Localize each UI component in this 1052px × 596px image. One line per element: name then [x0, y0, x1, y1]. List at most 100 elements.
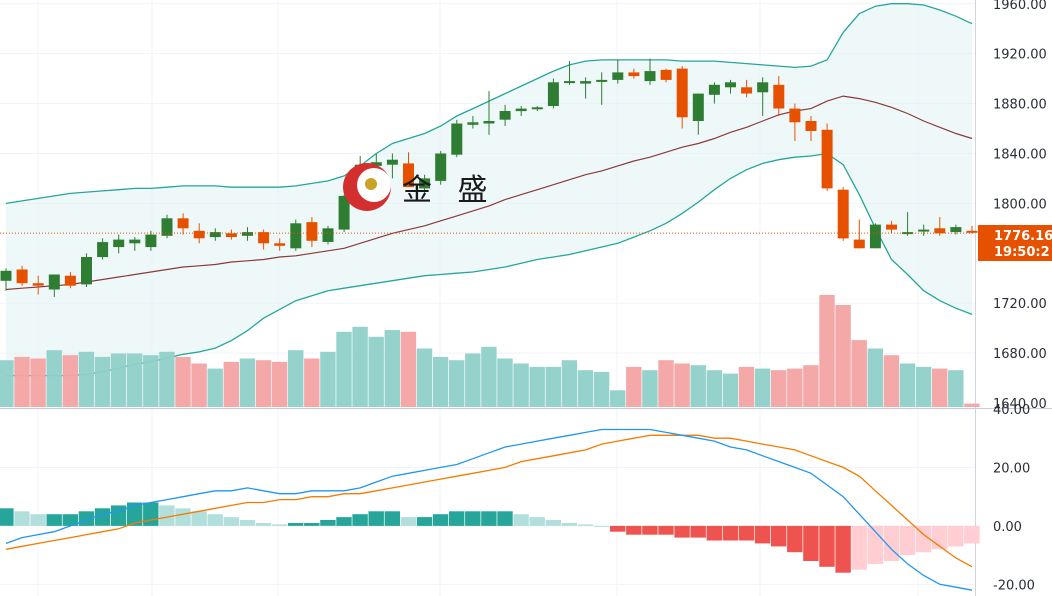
candle-body: [596, 79, 608, 82]
volume-bar: [432, 356, 449, 407]
candle-body: [741, 87, 753, 94]
candle-body: [306, 222, 318, 241]
macd-histogram-bar: [94, 508, 111, 526]
macd-histogram-bar: [110, 505, 127, 526]
candle-body: [612, 72, 624, 80]
candle-body: [145, 234, 157, 248]
volume-bar: [545, 366, 561, 407]
volume-bar: [465, 353, 481, 407]
candle-body: [0, 270, 12, 281]
macd-histogram-bar: [674, 525, 690, 538]
volume-bars: [0, 295, 980, 407]
candle-body: [531, 107, 543, 110]
price-tick-label: 1920.00: [993, 48, 1047, 63]
macd-histogram-bar: [223, 517, 239, 526]
candle-body: [48, 274, 60, 290]
band-fill-area: [6, 3, 972, 376]
volume-bar: [513, 363, 529, 407]
logo-coin-icon: [365, 178, 377, 190]
volume-bar: [481, 346, 497, 407]
macd-histogram-bar: [30, 514, 46, 526]
candle-body: [886, 224, 897, 230]
volume-bar: [288, 350, 304, 407]
candlesticks: [0, 58, 978, 297]
volume-bar: [706, 370, 722, 407]
macd-histogram-bar: [432, 514, 449, 526]
volume-bar: [159, 351, 175, 407]
candle-body: [869, 224, 881, 249]
volume-bar: [94, 356, 111, 407]
macd-histogram-bar: [899, 525, 916, 556]
macd-histogram-bar: [771, 525, 787, 547]
candle-body: [660, 69, 672, 80]
candle-body: [16, 269, 28, 284]
volume-bar: [497, 358, 513, 407]
macd-histogram-bar: [14, 511, 30, 526]
candle-body: [547, 82, 559, 106]
candle-body: [950, 227, 962, 233]
macd-histogram-bar: [835, 525, 851, 573]
macd-histogram-bar: [529, 517, 545, 526]
macd-histogram-bar: [304, 523, 320, 526]
candle-body: [773, 84, 785, 109]
candle-body: [564, 81, 575, 84]
volume-bar: [30, 358, 46, 407]
candle-body: [274, 243, 286, 246]
candle-body: [580, 81, 592, 84]
candle-body: [258, 232, 270, 244]
candle-body: [966, 230, 978, 233]
candle-body: [209, 232, 221, 238]
volume-bar: [803, 365, 819, 407]
macd-histogram-bar: [561, 523, 578, 526]
candle-body: [161, 218, 173, 236]
volume-bar: [883, 355, 900, 407]
macd-tick-label: -20.00: [993, 578, 1035, 593]
volume-bar: [271, 361, 288, 407]
candle-body: [386, 159, 398, 165]
price-tick-label: 1840.00: [993, 147, 1047, 162]
candle-body: [242, 232, 253, 236]
volume-bar: [577, 370, 594, 407]
price-tick-label: 1880.00: [993, 98, 1047, 113]
candle-body: [177, 218, 189, 229]
price-tick-label: 1960.00: [993, 0, 1047, 13]
macd-histogram-bar: [787, 525, 803, 553]
macd-histogram-bar: [738, 525, 755, 541]
volume-bar: [255, 360, 272, 407]
volume-bar: [368, 336, 384, 407]
candle-body: [81, 257, 92, 285]
macd-histogram-bar: [239, 520, 256, 526]
candle-body: [644, 71, 656, 82]
candle-body: [225, 233, 237, 237]
volume-bar: [835, 305, 851, 407]
candle-body: [435, 153, 447, 181]
volume-bar: [0, 360, 14, 407]
macd-histogram-bar: [62, 514, 78, 526]
macd-histogram-bar: [416, 517, 433, 526]
price-tag-background: [978, 225, 1052, 261]
macd-histogram-bar: [964, 525, 980, 544]
volume-bar: [771, 370, 787, 407]
macd-histogram-bar: [915, 525, 932, 553]
candle-body: [97, 242, 109, 258]
macd-histogram-bar: [626, 525, 642, 535]
candle-body: [676, 68, 688, 118]
volume-bar: [239, 358, 256, 407]
price-axis: 1960.00 1920.00 1880.00 1840.00 1800.00 1720.…: [993, 0, 1047, 593]
macd-histogram-bar: [545, 520, 561, 526]
candle-body: [821, 129, 833, 189]
macd-histogram-bar: [819, 525, 835, 567]
macd-signal-line: [5, 434, 973, 568]
volume-bar: [948, 370, 964, 407]
macd-histogram-bar: [851, 525, 867, 570]
macd-histogram-bar: [481, 511, 497, 526]
candle-body: [725, 82, 736, 88]
candle-body: [902, 232, 914, 235]
candle-body: [853, 239, 865, 249]
macd-histogram-bar: [513, 514, 529, 526]
macd-histogram-bar: [497, 511, 513, 526]
candle-body: [129, 239, 141, 244]
volume-bar: [964, 403, 980, 407]
volume-bar: [110, 353, 127, 407]
macd-tick-label: 0.00: [993, 520, 1022, 535]
